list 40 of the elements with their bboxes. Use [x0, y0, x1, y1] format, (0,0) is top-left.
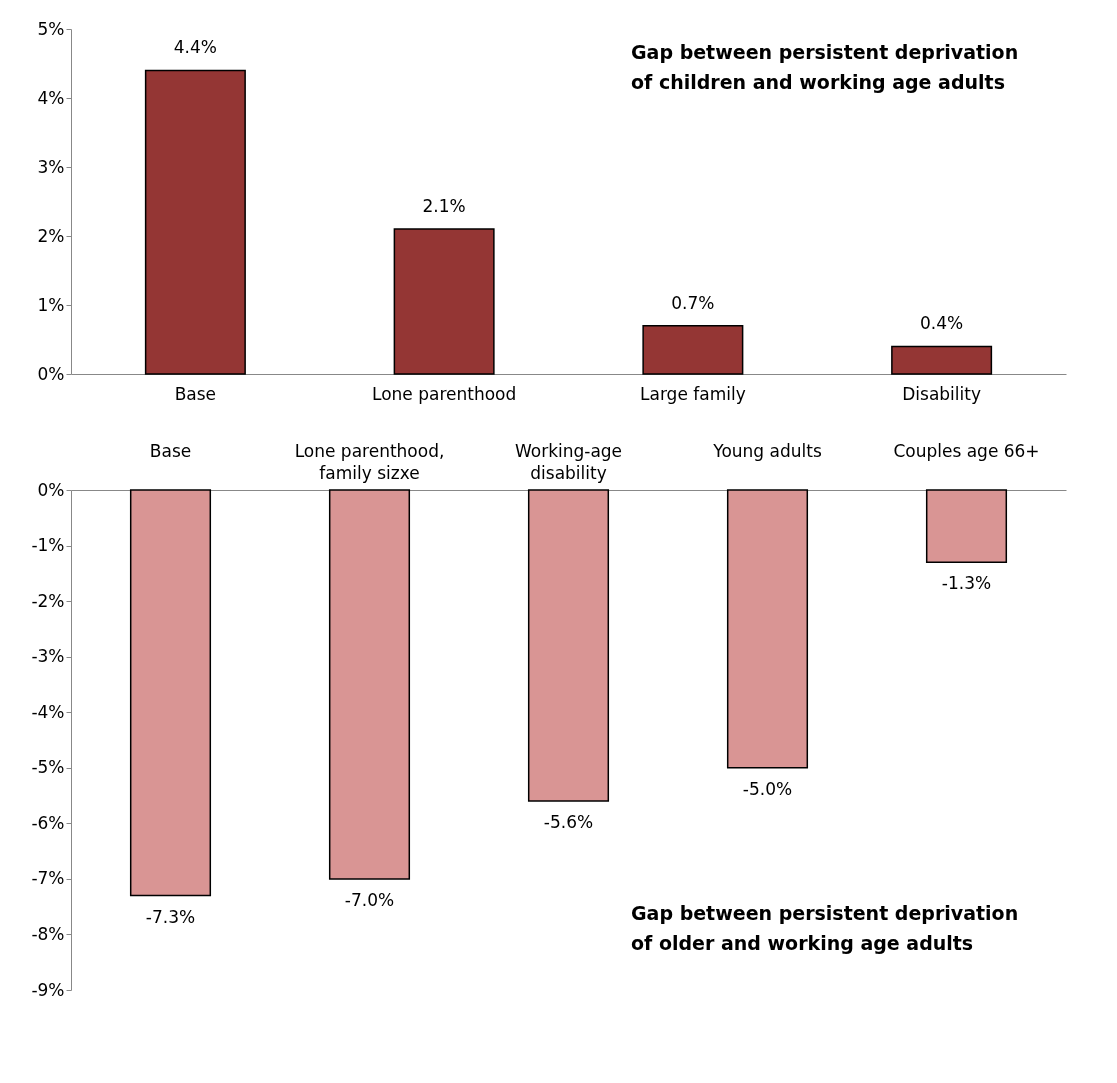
- y-tick-label: -4%: [31, 701, 65, 722]
- y-tick-label: -2%: [31, 590, 65, 611]
- y-tick-label: 1%: [37, 294, 65, 315]
- x-tick-label: Disability: [902, 383, 982, 404]
- annotation: Gap between persistent deprivation of children and working age adults: [631, 41, 1019, 93]
- y-tick-label: -6%: [31, 812, 65, 833]
- annotation: Gap between persistent deprivation of older and working age adults: [631, 902, 1019, 954]
- x-tick-label: Young adults: [712, 440, 822, 461]
- y-tick-label: 4%: [37, 87, 65, 108]
- y-tick-label: -3%: [31, 646, 65, 667]
- y-tick-label: 5%: [37, 18, 65, 39]
- bar: [642, 324, 744, 375]
- x-tick-label: Large family: [640, 383, 746, 404]
- y-tick-label: -8%: [31, 923, 65, 944]
- x-tick-label: Couples age 66+: [893, 440, 1040, 461]
- bar: [144, 69, 246, 375]
- data-label: 4.4%: [173, 37, 217, 58]
- x-tick-label: Base: [149, 440, 192, 461]
- data-label: -7.0%: [344, 889, 395, 910]
- y-tick-label: 0%: [37, 479, 65, 500]
- x-tick-label: Lone parenthood, family sizxe: [294, 440, 445, 483]
- x-tick-label: Working-age disability: [514, 440, 623, 483]
- y-tick-label: -7%: [31, 868, 65, 889]
- y-tick-label: -5%: [31, 757, 65, 778]
- data-label: -5.6%: [543, 812, 594, 833]
- data-label: 2.1%: [422, 196, 466, 217]
- y-tick-label: 2%: [37, 225, 65, 246]
- x-tick-label: Base: [174, 383, 217, 404]
- data-label: -7.3%: [145, 906, 196, 927]
- y-tick-label: 0%: [37, 363, 65, 384]
- y-tick-label: -1%: [31, 535, 65, 556]
- bar: [393, 228, 495, 375]
- data-label: -5.0%: [742, 778, 793, 799]
- data-label: 0.7%: [671, 292, 715, 313]
- bar: [891, 345, 993, 375]
- data-label: -1.3%: [941, 573, 992, 594]
- y-tick-label: -9%: [31, 979, 65, 1000]
- x-tick-label: Lone parenthood: [371, 383, 517, 404]
- data-label: 0.4%: [920, 313, 964, 334]
- y-tick-label: 3%: [37, 156, 65, 177]
